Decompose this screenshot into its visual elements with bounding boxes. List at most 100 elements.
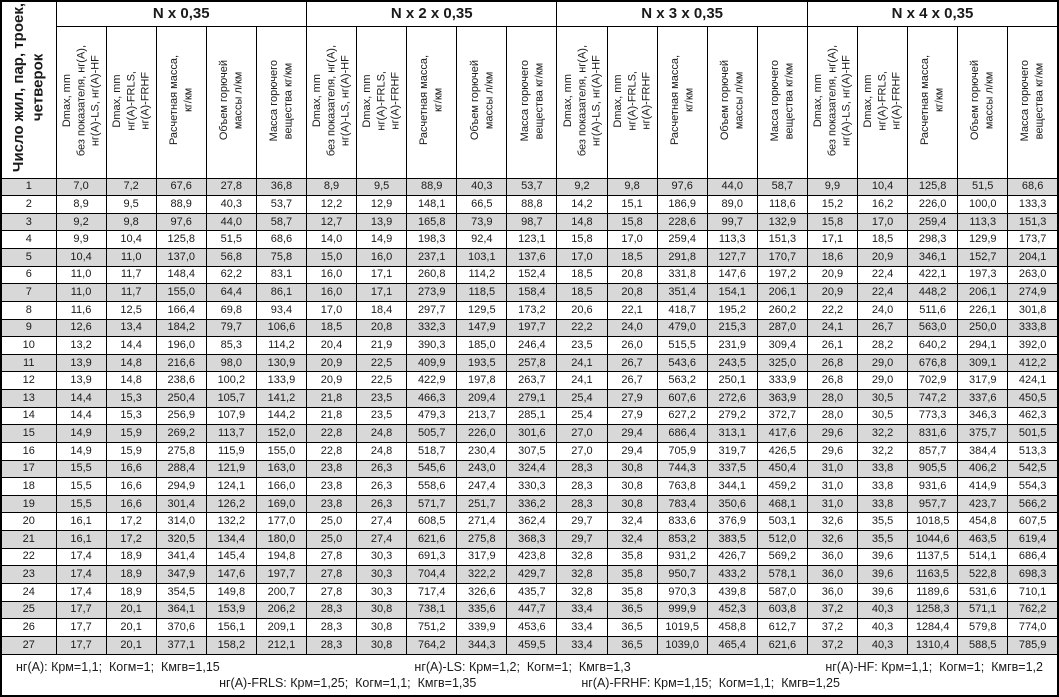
sub-header-g3-c3: Расчетная масса, кг/км xyxy=(656,25,708,179)
table-row: 8 11,6 12,5 166,4 69,8 93,4 17,0 18,4 297,7 129,5… xyxy=(0,300,1059,320)
table-cell: 36,8 xyxy=(255,177,307,197)
table-cell: 51,5 xyxy=(957,177,1009,197)
table-cell: 32,4 xyxy=(606,512,658,531)
table-cell: 17,0 xyxy=(856,212,909,232)
sub-header-g1-c3: Расчетная масса, кг/км xyxy=(155,25,207,179)
table-cell: 132,2 xyxy=(205,512,257,531)
table-cell: 426,7 xyxy=(706,547,758,567)
table-cell: 447,7 xyxy=(506,600,558,620)
sub-header-label: Dmax, mm нг(А)-FRLS, нг(А)-FRHF xyxy=(862,70,903,131)
table-cell: 1310,4 xyxy=(907,635,959,655)
table-cell: 14,2 xyxy=(556,195,608,214)
table-cell: 324,4 xyxy=(506,459,558,479)
table-cell: 113,3 xyxy=(957,212,1009,232)
table-cell: 28,3 xyxy=(305,600,358,620)
row-number: 12 xyxy=(0,371,57,390)
table-cell: 33,4 xyxy=(556,618,608,637)
table-cell: 332,3 xyxy=(406,318,458,338)
table-cell: 1284,4 xyxy=(907,618,959,637)
table-cell: 250,1 xyxy=(706,371,758,390)
table-cell: 773,3 xyxy=(907,406,959,426)
table-cell: 250,4 xyxy=(155,389,207,408)
table-cell: 14,8 xyxy=(105,353,157,373)
sub-header-label: Dmax, mm без показателя, нг(А), нг(А)-LS… xyxy=(60,44,102,157)
sub-header-g4-c5: Масса горючего вещества кг/км xyxy=(1007,25,1059,179)
table-cell: 17,1 xyxy=(356,283,408,302)
table-cell: 717,4 xyxy=(406,582,458,602)
table-cell: 40,3 xyxy=(856,618,909,637)
table-cell: 30,8 xyxy=(356,600,408,620)
table-cell: 259,4 xyxy=(656,230,708,249)
table-cell: 27,0 xyxy=(556,424,608,443)
table-cell: 458,8 xyxy=(706,618,758,637)
table-cell: 88,9 xyxy=(406,177,458,197)
table-cell: 147,6 xyxy=(205,565,257,584)
table-cell: 260,2 xyxy=(756,300,808,320)
table-cell: 301,4 xyxy=(155,494,207,514)
table-cell: 13,2 xyxy=(55,336,107,355)
table-cell: 228,6 xyxy=(656,212,708,232)
table-cell: 24,1 xyxy=(806,318,859,338)
table-cell: 215,3 xyxy=(706,318,758,338)
table-cell: 372,7 xyxy=(756,406,808,426)
table-cell: 30,3 xyxy=(356,565,408,584)
table-row: 3 9,2 9,8 97,6 44,0 58,7 12,7 13,9 165,8 73,9 98,7… xyxy=(0,212,1059,232)
sub-header-label: Dmax, mm без показателя, нг(А), нг(А)-LS… xyxy=(311,44,352,157)
table-cell: 751,2 xyxy=(406,618,458,637)
table-cell: 744,3 xyxy=(656,459,708,479)
table-row: 12 13,9 14,8 238,6 100,2 133,9 20,9 22,5 422,9 19… xyxy=(0,371,1059,390)
table-cell: 14,8 xyxy=(105,371,157,390)
table-cell: 40,3 xyxy=(856,635,909,655)
table-cell: 619,4 xyxy=(1007,530,1059,549)
table-cell: 23,8 xyxy=(305,459,358,479)
table-cell: 246,4 xyxy=(506,336,558,355)
table-cell: 25,0 xyxy=(305,530,358,549)
table-cell: 505,7 xyxy=(406,424,458,443)
table-cell: 522,8 xyxy=(957,565,1009,584)
sub-header-g3-c2: Dmax, mm нг(А)-FRLS, нг(А)-FRHF xyxy=(606,25,658,179)
table-cell: 621,6 xyxy=(756,635,808,655)
table-cell: 16,6 xyxy=(105,459,157,479)
table-cell: 9,2 xyxy=(556,177,608,197)
table-cell: 22,2 xyxy=(556,318,608,338)
table-cell: 16,1 xyxy=(55,512,107,531)
table-cell: 17,7 xyxy=(55,635,107,655)
table-cell: 20,9 xyxy=(305,353,358,373)
table-cell: 319,7 xyxy=(706,441,758,461)
table-cell: 64,4 xyxy=(205,283,257,302)
sub-header-g1-c1: Dmax, mm без показателя, нг(А), нг(А)-LS… xyxy=(55,25,107,179)
table-cell: 392,0 xyxy=(1007,336,1059,355)
table-cell: 853,2 xyxy=(656,530,708,549)
table-row: 24 17,4 18,9 354,5 149,8 200,7 27,8 30,3 717,4 32… xyxy=(0,582,1059,602)
table-cell: 448,2 xyxy=(907,283,959,302)
table-cell: 243,5 xyxy=(706,353,758,373)
table-cell: 298,3 xyxy=(907,230,959,249)
table-row: 27 17,7 20,1 377,1 158,2 212,1 28,3 30,8 764,2 34… xyxy=(0,635,1059,655)
table-body: 1 7,0 7,2 67,6 27,8 36,8 8,9 9,5 88,9 40,3 53,7 9,2… xyxy=(0,177,1059,655)
table-cell: 571,1 xyxy=(957,600,1009,620)
row-number: 24 xyxy=(0,582,57,602)
row-number: 5 xyxy=(0,248,57,267)
table-cell: 114,2 xyxy=(456,265,508,285)
table-cell: 23,8 xyxy=(305,494,358,514)
table-cell: 53,7 xyxy=(255,195,307,214)
table-cell: 333,9 xyxy=(756,371,808,390)
table-cell: 503,1 xyxy=(756,512,808,531)
table-cell: 337,5 xyxy=(706,459,758,479)
table-cell: 704,4 xyxy=(406,565,458,584)
table-cell: 23,8 xyxy=(305,477,358,496)
table-cell: 230,4 xyxy=(456,441,508,461)
table-cell: 10,4 xyxy=(856,177,909,197)
table-cell: 331,8 xyxy=(656,265,708,285)
table-cell: 27,8 xyxy=(305,547,358,567)
table-cell: 263,0 xyxy=(1007,265,1059,285)
table-cell: 341,4 xyxy=(155,547,207,567)
table-cell: 294,1 xyxy=(957,336,1009,355)
table-cell: 195,2 xyxy=(706,300,758,320)
table-cell: 144,2 xyxy=(255,406,307,426)
sub-header-label: Масса горючего вещества кг/км xyxy=(769,59,796,142)
table-cell: 29,4 xyxy=(606,441,658,461)
table-cell: 686,4 xyxy=(1007,547,1059,567)
table-cell: 518,7 xyxy=(406,441,458,461)
table-cell: 423,7 xyxy=(957,494,1009,514)
